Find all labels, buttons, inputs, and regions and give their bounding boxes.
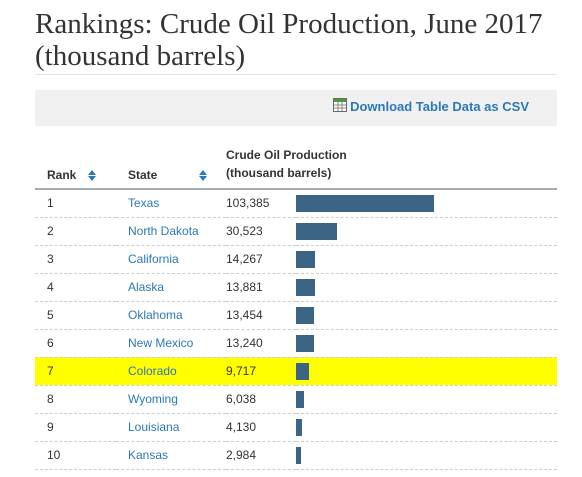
production-value-cell: 13,240	[226, 329, 296, 358]
table-row: 5 Oklahoma 13,454	[35, 301, 557, 330]
state-link[interactable]: New Mexico	[128, 336, 194, 350]
rank-cell: 9	[35, 413, 116, 442]
state-link[interactable]: Louisiana	[128, 420, 180, 434]
production-bar-cell	[296, 217, 557, 246]
state-cell: Wyoming	[116, 385, 226, 414]
rank-cell: 5	[35, 301, 116, 330]
production-bar-cell	[296, 413, 557, 442]
state-link[interactable]: Kansas	[128, 448, 169, 462]
state-link[interactable]: Texas	[128, 196, 160, 211]
production-bar	[296, 334, 314, 352]
state-cell: Oklahoma	[116, 301, 226, 330]
state-link[interactable]: Colorado	[128, 364, 177, 378]
production-value-cell: 9,717	[226, 357, 296, 386]
state-link[interactable]: Oklahoma	[128, 308, 183, 322]
rank-cell: 10	[35, 441, 116, 470]
rank-cell: 7	[35, 357, 116, 386]
state-link[interactable]: North Dakota	[128, 224, 199, 238]
state-cell: Louisiana	[116, 413, 226, 442]
state-cell: California	[116, 245, 226, 274]
production-value-cell: 13,454	[226, 301, 296, 330]
production-bar	[296, 194, 434, 212]
production-column-header: Crude Oil Production (thousand barrels)	[226, 146, 557, 190]
production-value-cell: 6,038	[226, 385, 296, 414]
rank-cell: 6	[35, 329, 116, 358]
production-bar-cell	[296, 245, 557, 274]
state-header-label: State	[128, 168, 158, 182]
production-bar	[296, 418, 302, 436]
state-cell: Kansas	[116, 441, 226, 470]
rank-cell: 3	[35, 245, 116, 274]
table-row: 9 Louisiana 4,130	[35, 413, 557, 442]
production-value-cell: 13,881	[226, 273, 296, 302]
title-divider	[35, 74, 557, 75]
production-header-line1: Crude Oil Production	[226, 148, 347, 162]
table-row: 10 Kansas 2,984	[35, 441, 557, 470]
table-toolbar: Download Table Data as CSV	[35, 90, 557, 126]
rankings-table: Rank State Crude Oil Production (thousan…	[35, 146, 557, 470]
download-csv-link[interactable]: Download Table Data as CSV	[333, 97, 529, 114]
state-cell: New Mexico	[116, 329, 226, 358]
production-bar-cell	[296, 329, 557, 358]
production-bar	[296, 362, 309, 380]
state-column-header[interactable]: State	[116, 146, 226, 190]
production-bar-cell	[296, 189, 557, 218]
rank-cell: 2	[35, 217, 116, 246]
state-link[interactable]: California	[128, 252, 179, 266]
sort-icon[interactable]	[88, 169, 97, 182]
rank-header-label: Rank	[47, 168, 77, 182]
production-value-cell: 103,385	[226, 189, 296, 218]
production-bar-cell	[296, 441, 557, 470]
production-bar	[296, 250, 315, 268]
production-value-cell: 30,523	[226, 217, 296, 246]
rank-cell: 1	[35, 189, 116, 218]
rank-cell: 8	[35, 385, 116, 414]
rank-column-header[interactable]: Rank	[35, 146, 116, 190]
table-row: 8 Wyoming 6,038	[35, 385, 557, 414]
production-bar-cell	[296, 385, 557, 414]
table-row: 7 Colorado 9,717	[35, 357, 557, 386]
table-row: 3 California 14,267	[35, 245, 557, 274]
production-bar	[296, 222, 337, 240]
production-bar	[296, 278, 315, 296]
production-bar-cell	[296, 273, 557, 302]
production-bar	[296, 390, 304, 408]
production-value-cell: 14,267	[226, 245, 296, 274]
table-row: 6 New Mexico 13,240	[35, 329, 557, 358]
production-bar	[296, 446, 301, 464]
page-title: Rankings: Crude Oil Production, June 201…	[35, 8, 543, 72]
state-cell: North Dakota	[116, 217, 226, 246]
state-cell: Texas	[116, 189, 226, 218]
spreadsheet-icon	[333, 97, 348, 112]
production-value-cell: 4,130	[226, 413, 296, 442]
state-cell: Alaska	[116, 273, 226, 302]
table-header-row: Rank State Crude Oil Production (thousan…	[35, 146, 557, 190]
rank-cell: 4	[35, 273, 116, 302]
table-row: 2 North Dakota 30,523	[35, 217, 557, 246]
production-bar-cell	[296, 357, 557, 386]
production-value-cell: 2,984	[226, 441, 296, 470]
sort-icon[interactable]	[199, 169, 208, 182]
state-cell: Colorado	[116, 357, 226, 386]
table-row: 1 Texas 103,385	[35, 189, 557, 218]
production-header-line2: (thousand barrels)	[226, 166, 332, 180]
state-link[interactable]: Wyoming	[128, 392, 178, 406]
state-link[interactable]: Alaska	[128, 280, 165, 294]
table-row: 4 Alaska 13,881	[35, 273, 557, 302]
production-bar-cell	[296, 301, 557, 330]
download-csv-label: Download Table Data as CSV	[350, 99, 529, 114]
production-bar	[296, 306, 314, 324]
